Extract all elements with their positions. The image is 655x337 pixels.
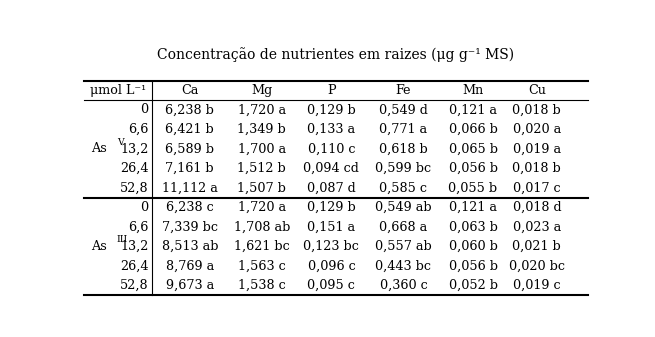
Text: 0: 0 (140, 103, 149, 116)
Text: 1,621 bc: 1,621 bc (234, 240, 290, 253)
Text: 1,507 b: 1,507 b (237, 181, 286, 194)
Text: 0,021 b: 0,021 b (512, 240, 561, 253)
Text: 0,065 b: 0,065 b (449, 143, 498, 155)
Text: 0,549 d: 0,549 d (379, 103, 428, 116)
Text: Ca: Ca (181, 84, 198, 97)
Text: 0: 0 (140, 201, 149, 214)
Text: 6,238 b: 6,238 b (165, 103, 214, 116)
Text: 0,018 b: 0,018 b (512, 162, 561, 175)
Text: 6,238 c: 6,238 c (166, 201, 214, 214)
Text: Mn: Mn (462, 84, 483, 97)
Text: 11,112 a: 11,112 a (162, 181, 217, 194)
Text: 6,589 b: 6,589 b (165, 143, 214, 155)
Text: 0,055 b: 0,055 b (449, 181, 498, 194)
Text: 8,769 a: 8,769 a (166, 259, 214, 273)
Text: 1,720 a: 1,720 a (238, 103, 286, 116)
Text: 0,549 ab: 0,549 ab (375, 201, 432, 214)
Text: 0,585 c: 0,585 c (379, 181, 428, 194)
Text: 13,2: 13,2 (120, 240, 149, 253)
Text: 0,018 b: 0,018 b (512, 103, 561, 116)
Text: 0,056 b: 0,056 b (449, 259, 498, 273)
Text: 0,020 a: 0,020 a (513, 123, 561, 136)
Text: 0,087 d: 0,087 d (307, 181, 356, 194)
Text: Mg: Mg (252, 84, 272, 97)
Text: 0,123 bc: 0,123 bc (303, 240, 360, 253)
Text: 6,6: 6,6 (128, 123, 149, 136)
Text: 26,4: 26,4 (120, 162, 149, 175)
Text: 1,720 a: 1,720 a (238, 201, 286, 214)
Text: 0,151 a: 0,151 a (307, 220, 356, 234)
Text: 1,512 b: 1,512 b (238, 162, 286, 175)
Text: 0,052 b: 0,052 b (449, 279, 498, 292)
Text: 1,349 b: 1,349 b (238, 123, 286, 136)
Text: 0,121 a: 0,121 a (449, 201, 497, 214)
Text: 0,121 a: 0,121 a (449, 103, 497, 116)
Text: 0,066 b: 0,066 b (449, 123, 498, 136)
Text: 0,094 cd: 0,094 cd (303, 162, 360, 175)
Text: 0,019 a: 0,019 a (513, 143, 561, 155)
Text: 1,708 ab: 1,708 ab (234, 220, 290, 234)
Text: V: V (117, 137, 124, 147)
Text: 0,110 c: 0,110 c (308, 143, 355, 155)
Text: 0,017 c: 0,017 c (513, 181, 561, 194)
Text: 26,4: 26,4 (120, 259, 149, 273)
Text: 0,063 b: 0,063 b (449, 220, 498, 234)
Text: 1,700 a: 1,700 a (238, 143, 286, 155)
Text: 0,771 a: 0,771 a (379, 123, 428, 136)
Text: 1,538 c: 1,538 c (238, 279, 286, 292)
Text: 0,599 bc: 0,599 bc (375, 162, 432, 175)
Text: As: As (92, 240, 107, 253)
Text: 13,2: 13,2 (120, 143, 149, 155)
Text: 52,8: 52,8 (120, 279, 149, 292)
Text: 0,557 ab: 0,557 ab (375, 240, 432, 253)
Text: 0,133 a: 0,133 a (307, 123, 356, 136)
Text: Cu: Cu (528, 84, 546, 97)
Text: 0,360 c: 0,360 c (380, 279, 427, 292)
Text: P: P (327, 84, 336, 97)
Text: 0,018 d: 0,018 d (512, 201, 561, 214)
Text: 0,443 bc: 0,443 bc (375, 259, 432, 273)
Text: 52,8: 52,8 (120, 181, 149, 194)
Text: 0,096 c: 0,096 c (308, 259, 355, 273)
Text: Fe: Fe (396, 84, 411, 97)
Text: 6,421 b: 6,421 b (166, 123, 214, 136)
Text: 0,618 b: 0,618 b (379, 143, 428, 155)
Text: 7,339 bc: 7,339 bc (162, 220, 217, 234)
Text: 0,129 b: 0,129 b (307, 103, 356, 116)
Text: 8,513 ab: 8,513 ab (162, 240, 218, 253)
Text: 0,668 a: 0,668 a (379, 220, 428, 234)
Text: Concentração de nutrientes em raizes (μg g⁻¹ MS): Concentração de nutrientes em raizes (μg… (157, 47, 514, 62)
Text: 0,095 c: 0,095 c (307, 279, 356, 292)
Text: 7,161 b: 7,161 b (166, 162, 214, 175)
Text: 0,056 b: 0,056 b (449, 162, 498, 175)
Text: 0,129 b: 0,129 b (307, 201, 356, 214)
Text: 0,020 bc: 0,020 bc (509, 259, 565, 273)
Text: 9,673 a: 9,673 a (166, 279, 214, 292)
Text: III: III (117, 235, 128, 244)
Text: 6,6: 6,6 (128, 220, 149, 234)
Text: 1,563 c: 1,563 c (238, 259, 286, 273)
Text: 0,019 c: 0,019 c (513, 279, 561, 292)
Text: μmol L⁻¹: μmol L⁻¹ (90, 84, 147, 97)
Text: 0,060 b: 0,060 b (449, 240, 498, 253)
Text: 0,023 a: 0,023 a (513, 220, 561, 234)
Text: As: As (92, 143, 107, 155)
